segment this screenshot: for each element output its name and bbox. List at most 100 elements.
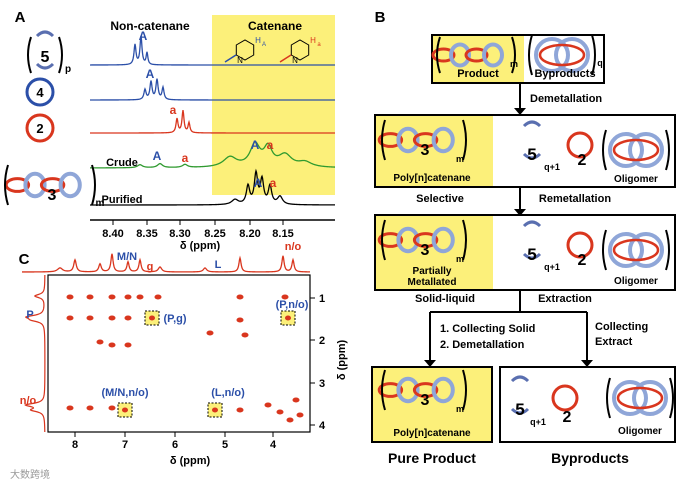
highlight	[375, 115, 493, 187]
ring	[612, 238, 660, 262]
ring	[396, 126, 420, 154]
label: 1. Collecting Solid	[440, 323, 535, 335]
label: n/o	[20, 395, 37, 407]
bracket	[381, 119, 386, 161]
label: a	[270, 176, 277, 190]
bracket	[4, 164, 9, 206]
label: Collecting	[595, 321, 648, 333]
bracket	[58, 36, 63, 74]
label: Poly[n]catenane	[393, 173, 471, 184]
cross-peak	[149, 315, 155, 321]
bracket	[27, 36, 32, 74]
spectrum	[90, 35, 335, 66]
cross-peak	[86, 315, 94, 321]
spectrum	[22, 253, 310, 273]
step-box	[374, 114, 676, 188]
label: (P,g)	[163, 313, 186, 325]
spectrum	[90, 168, 335, 206]
cross-peak	[154, 294, 162, 300]
ring	[39, 177, 66, 193]
spectrum	[90, 78, 335, 101]
label: Crude	[106, 157, 138, 169]
label: 2	[36, 121, 43, 136]
label: 4	[270, 439, 277, 451]
ring	[23, 171, 47, 199]
label: m	[456, 154, 464, 164]
ring	[431, 376, 455, 404]
thread	[510, 375, 530, 415]
bracket	[381, 369, 386, 411]
bracket	[591, 34, 596, 76]
bracket	[669, 377, 674, 419]
label: Remetallation	[539, 193, 611, 205]
label: H	[255, 36, 261, 45]
bracket	[602, 229, 607, 271]
label: Byproducts	[534, 68, 595, 80]
pure-box	[371, 366, 493, 443]
label: δ (ppm)	[180, 240, 221, 252]
cross-peak	[66, 294, 74, 300]
label: δ (ppm)	[170, 455, 211, 467]
label: m	[456, 404, 464, 414]
ring	[377, 132, 404, 148]
arrowheads	[424, 108, 593, 367]
ring	[464, 47, 489, 63]
cross-peak	[122, 407, 128, 413]
label: 5	[527, 145, 536, 164]
label: Partially	[413, 266, 452, 277]
label: Poly[n]catenane	[393, 428, 471, 439]
label: 1	[319, 293, 325, 305]
label: A	[146, 67, 155, 81]
bracket	[528, 34, 533, 76]
plot-frame	[47, 274, 311, 433]
thread	[35, 30, 55, 70]
label: 5	[41, 49, 50, 66]
ring-structure	[290, 39, 310, 61]
label: C	[19, 251, 30, 268]
label: B	[375, 9, 386, 26]
label: L	[215, 259, 222, 271]
cross-peak	[206, 330, 214, 336]
label: Selective	[416, 193, 464, 205]
cross-peak	[124, 342, 132, 348]
label: 3	[48, 187, 57, 204]
byproduct-box	[499, 366, 676, 443]
thread	[522, 220, 542, 260]
ring-structure	[235, 39, 255, 61]
label: δ (ppm)	[336, 340, 348, 381]
label: (M/N,n/o)	[101, 387, 148, 399]
ring	[628, 132, 664, 168]
label: 4	[36, 85, 44, 100]
label: 8.40	[102, 228, 123, 240]
label: 2	[578, 252, 587, 269]
label: 3	[421, 142, 430, 159]
ring	[608, 232, 644, 268]
label: 2	[563, 409, 572, 426]
label: Purified	[102, 194, 143, 206]
label: m	[510, 59, 518, 69]
label: A	[153, 149, 162, 163]
product-box	[431, 34, 605, 84]
label: N	[237, 56, 243, 65]
label: 3	[421, 242, 430, 259]
ring	[377, 232, 404, 248]
bracket	[381, 219, 386, 261]
ring	[612, 380, 648, 416]
ring	[396, 376, 420, 404]
cross-peak	[108, 405, 116, 411]
ring	[628, 232, 664, 268]
bracket	[606, 377, 611, 419]
ring	[412, 382, 439, 398]
label: 5	[222, 439, 228, 451]
label: q+1	[544, 262, 560, 272]
label: 4	[319, 420, 326, 432]
label: p	[65, 64, 71, 75]
cross-peak	[236, 407, 244, 413]
ring	[612, 138, 660, 162]
label: a	[317, 42, 321, 48]
label: q+1	[530, 417, 546, 427]
cross-peak	[108, 342, 116, 348]
label: a	[267, 138, 274, 152]
bracket	[665, 129, 670, 171]
